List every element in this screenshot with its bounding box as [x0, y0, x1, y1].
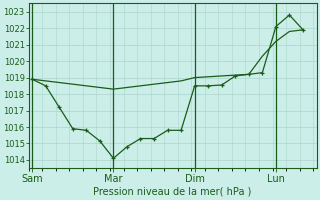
X-axis label: Pression niveau de la mer( hPa ): Pression niveau de la mer( hPa ): [93, 187, 252, 197]
